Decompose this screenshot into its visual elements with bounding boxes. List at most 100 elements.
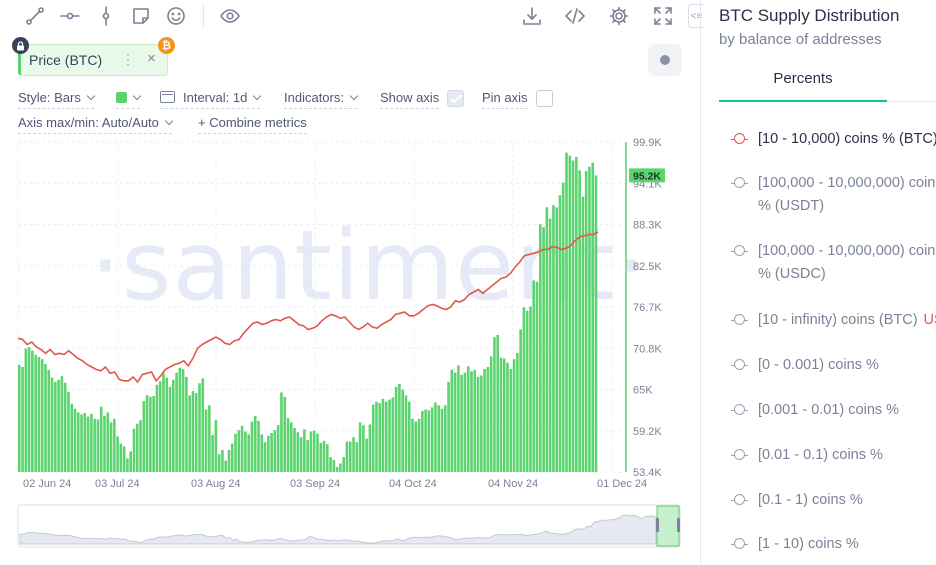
interval-select[interactable]: Interval: 1d — [160, 90, 262, 109]
pin-axis-checkbox[interactable] — [536, 90, 553, 107]
panel-subtitle: by balance of addresses — [719, 31, 882, 48]
line-marker-icon — [731, 449, 748, 461]
fullscreen-icon[interactable] — [652, 5, 674, 27]
price-bar — [24, 348, 28, 472]
indicators-label: Indicators: — [284, 90, 344, 105]
price-bar — [155, 384, 159, 472]
metric-item-label: [1 - 10) coins % — [758, 536, 859, 552]
price-bars — [18, 152, 598, 473]
note-icon[interactable] — [130, 5, 152, 27]
price-bar — [575, 156, 578, 472]
chevron-down-icon — [349, 91, 359, 101]
price-bar — [519, 329, 522, 472]
metric-list-item[interactable]: [0.001 - 0.01) coins % — [731, 399, 899, 422]
price-bar — [335, 467, 339, 472]
price-bar — [326, 444, 329, 472]
bitcoin-icon: ₿ — [158, 37, 175, 54]
price-bar — [296, 432, 300, 472]
close-icon[interactable]: × — [147, 50, 156, 67]
price-bar — [162, 373, 165, 472]
price-bar — [407, 401, 411, 472]
price-bar — [499, 357, 503, 472]
price-bar — [31, 350, 34, 472]
price-bar — [493, 337, 496, 472]
price-bar — [185, 376, 188, 472]
metric-list-item[interactable]: [0.01 - 0.1) coins % — [731, 444, 883, 467]
price-bar — [257, 420, 260, 472]
price-bar — [312, 430, 316, 472]
price-bar — [535, 281, 539, 472]
tab-percents[interactable]: Percents — [773, 70, 833, 87]
combine-metrics-button[interactable]: + Combine metrics — [198, 115, 307, 134]
metric-list-item[interactable]: [100,000 - 10,000,000) coins % (USDC) — [731, 240, 936, 286]
combine-metrics-label: + Combine metrics — [198, 115, 307, 130]
price-bar — [267, 435, 270, 472]
trend-line-icon[interactable] — [24, 5, 46, 27]
price-bar — [178, 367, 182, 472]
interval-label: Interval: 1d — [183, 90, 248, 105]
emoji-icon[interactable] — [165, 5, 187, 27]
price-bar — [93, 418, 96, 472]
price-bar — [293, 428, 296, 472]
price-bar — [339, 463, 342, 472]
price-bar — [106, 412, 110, 472]
metric-list-item[interactable]: [0.1 - 1) coins % — [731, 489, 863, 512]
metric-item-label: [10 - infinity) coins (BTC)USD — [758, 309, 936, 332]
metric-menu-icon[interactable]: ⋮ — [121, 51, 136, 67]
show-axis-checkbox[interactable] — [447, 90, 464, 107]
show-axis-option[interactable]: Show axis — [380, 90, 440, 109]
eye-icon[interactable] — [219, 5, 241, 27]
price-bar — [591, 162, 595, 472]
price-bar — [381, 398, 385, 472]
axis-maxmin-select[interactable]: Axis max/min: Auto/Auto — [18, 115, 174, 134]
embed-code-icon[interactable] — [564, 5, 586, 27]
price-chart[interactable]: ·santiment· 99.9K94.1K88.3K82.5K76.7K70.… — [0, 138, 700, 558]
price-bar — [375, 401, 378, 472]
price-bar — [496, 335, 499, 472]
metric-list-item[interactable]: [10 - infinity) coins (BTC)USD — [731, 309, 936, 332]
record-button[interactable] — [648, 44, 682, 76]
navigator-left-handle — [656, 518, 659, 532]
horizontal-ray-icon[interactable] — [59, 5, 81, 27]
price-bar — [80, 414, 83, 472]
download-icon[interactable] — [521, 5, 543, 27]
price-bar — [139, 420, 142, 472]
metric-chip[interactable]: Price (BTC) ⋮ × — [18, 44, 168, 76]
color-select[interactable] — [116, 90, 142, 109]
price-bar — [440, 408, 444, 472]
price-bar — [18, 364, 21, 472]
navigator-window — [656, 505, 680, 547]
metric-list-item[interactable]: [0 - 0.001) coins % — [731, 354, 879, 377]
price-bar — [260, 434, 264, 472]
metric-list-item[interactable]: [100,000 - 10,000,000) coins % (USDT) — [731, 172, 936, 218]
indicators-select[interactable]: Indicators: — [284, 90, 359, 109]
y-axis-ticks: 99.9K94.1K88.3K82.5K76.7K70.8K65K59.2K53… — [633, 138, 662, 479]
price-bar — [463, 372, 467, 472]
metric-item-label: [0.1 - 1) coins % — [758, 492, 863, 508]
price-bar — [113, 418, 116, 472]
style-select[interactable]: Style: Bars — [18, 90, 96, 109]
price-bar — [122, 446, 126, 472]
pin-axis-option[interactable]: Pin axis — [482, 90, 528, 109]
price-bar — [457, 365, 460, 472]
price-bar — [417, 418, 421, 472]
metric-item-label: [10 - 10,000) coins % (BTC) — [758, 131, 936, 147]
style-label: Style: Bars — [18, 90, 81, 105]
price-bar — [253, 415, 257, 472]
metric-list-item[interactable]: [10 - 10,000) coins % (BTC) — [731, 128, 936, 151]
settings-gear-icon[interactable] — [608, 5, 630, 27]
x-tick-label: 03 Jul 24 — [95, 478, 140, 490]
price-bar — [83, 413, 87, 472]
price-bar — [188, 395, 191, 472]
price-bar — [542, 227, 545, 472]
vertical-line-icon[interactable] — [95, 5, 117, 27]
price-bar — [421, 411, 424, 472]
price-bar — [309, 431, 313, 472]
price-bar — [250, 421, 254, 472]
price-bar — [63, 382, 67, 472]
metric-list-item[interactable]: [1 - 10) coins % — [731, 533, 859, 556]
price-bar — [57, 379, 60, 472]
chevron-down-icon — [86, 91, 96, 101]
active-tab-underline — [719, 100, 887, 102]
axis-maxmin-label: Axis max/min: Auto/Auto — [18, 115, 159, 130]
